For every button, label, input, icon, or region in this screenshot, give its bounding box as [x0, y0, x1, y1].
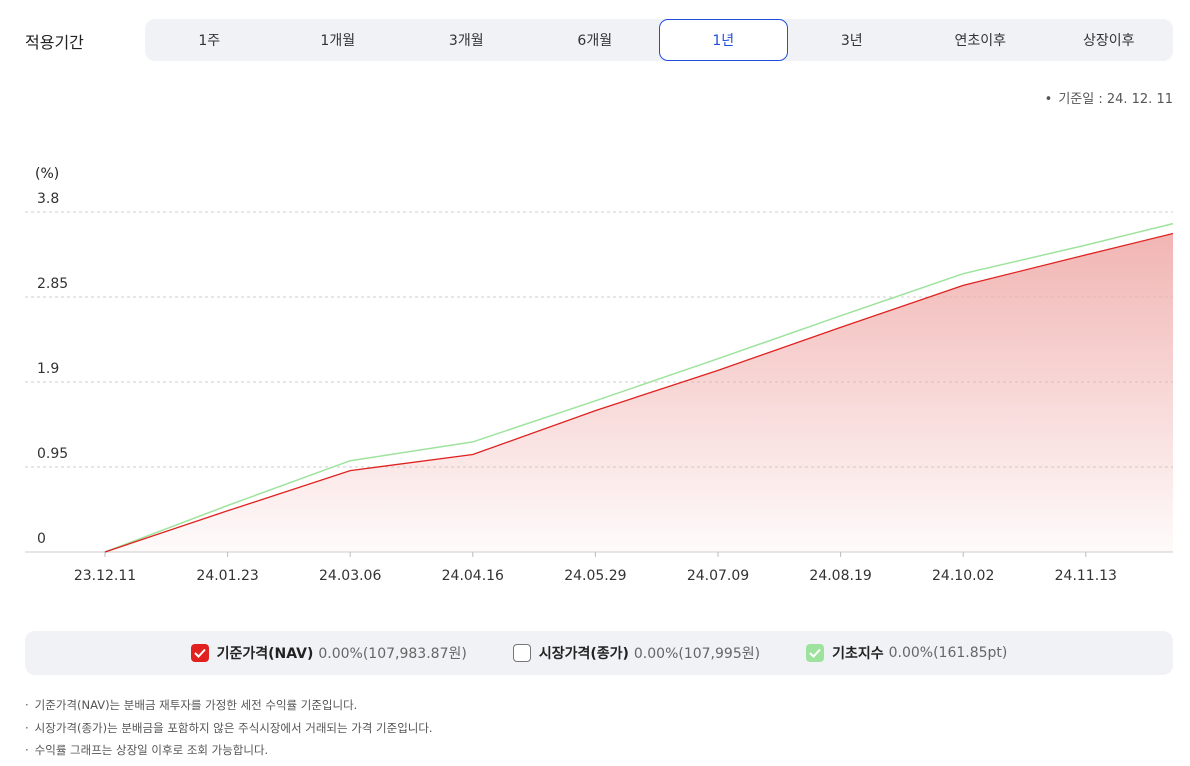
note-item: 기준가격(NAV)는 분배금 재투자를 가정한 세전 수익률 기준입니다.: [25, 694, 433, 717]
legend-name-market: 시장가격(종가): [538, 646, 629, 662]
y-tick-label: 0.95: [37, 446, 68, 462]
return-chart: (%) 0 0.95 1.9 2.85 3.8 23.12.11 24.01.23 24.03.…: [25, 166, 1174, 584]
check-icon[interactable]: [806, 644, 825, 662]
period-label: 적용기간: [25, 33, 84, 52]
series-line-base-index: [104, 222, 1174, 553]
x-tick-label: 24.04.16: [442, 568, 504, 584]
y-axis-unit-label: (%): [35, 166, 59, 182]
notes: 기준가격(NAV)는 분배금 재투자를 가정한 세전 수익률 기준입니다. 시장…: [25, 694, 433, 762]
legend-value-nav: 0.00%(107,983.87원): [318, 646, 467, 662]
legend-item-market[interactable]: 시장가격(종가) 0.00%(107,995원): [512, 643, 761, 663]
legend-name-nav: 기준가격(NAV): [216, 646, 314, 662]
legend-value-market: 0.00%(107,995원): [633, 646, 761, 662]
legend-item-index[interactable]: 기초지수 0.00%(161.85pt): [806, 643, 1007, 663]
y-tick-label: 1.9: [37, 361, 59, 377]
bullet-icon: •: [1044, 92, 1053, 107]
legend-value-index: 0.00%(161.85pt): [888, 645, 1008, 661]
x-tick-label: 24.08.19: [809, 568, 871, 584]
legend-name-index: 기초지수: [832, 646, 884, 662]
check-icon[interactable]: [190, 644, 209, 662]
y-tick-label: 0: [37, 531, 46, 547]
note-item: 수익률 그래프는 상장일 이후로 조회 가능합니다.: [25, 739, 433, 762]
tab-ytd[interactable]: 연초이후: [954, 33, 1007, 49]
x-tick-label: 23.12.11: [74, 568, 136, 584]
x-tick-label: 24.03.06: [319, 568, 381, 584]
note-item: 시장가격(종가)는 분배금을 포함하지 않은 주식시장에서 거래되는 가격 기준…: [25, 717, 433, 740]
tab-3years[interactable]: 3년: [840, 33, 863, 49]
tab-6months[interactable]: 6개월: [577, 33, 613, 49]
nav-area: [105, 233, 1173, 552]
x-tick-label: 24.10.02: [932, 568, 994, 584]
period-tabs: 1주 1개월 3개월 6개월 1년 3년 연초이후 상장이후: [145, 19, 1173, 61]
y-tick-label: 2.85: [37, 276, 68, 292]
base-date-text: 기준일 : 24. 12. 11: [1058, 92, 1173, 107]
x-tick-label: 24.11.13: [1055, 568, 1117, 584]
tab-since-listing[interactable]: 상장이후: [1082, 33, 1135, 49]
legend: 기준가격(NAV) 0.00%(107,983.87원) 시장가격(종가) 0.…: [25, 631, 1173, 675]
y-tick-label: 3.8: [37, 191, 59, 207]
empty-checkbox-icon[interactable]: [512, 644, 531, 662]
series-line-nav: [104, 232, 1174, 553]
tab-3months[interactable]: 3개월: [448, 33, 484, 49]
x-tick-label: 24.01.23: [196, 568, 258, 584]
tab-1week[interactable]: 1주: [198, 33, 221, 49]
base-date: • 기준일 : 24. 12. 11: [1045, 88, 1173, 107]
x-tick-label: 24.07.09: [687, 568, 749, 584]
tab-1year[interactable]: 1년: [659, 19, 788, 61]
legend-item-nav[interactable]: 기준가격(NAV) 0.00%(107,983.87원): [190, 643, 467, 663]
tab-1month[interactable]: 1개월: [320, 33, 356, 49]
x-tick-label: 24.05.29: [564, 568, 626, 584]
